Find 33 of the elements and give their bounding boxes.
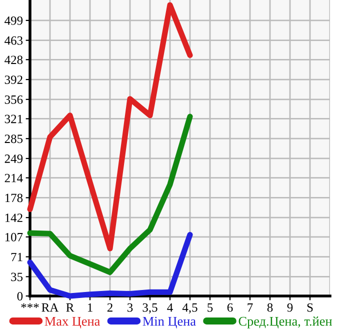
- y-tick-label: 35: [11, 272, 23, 282]
- y-tick-label: 249: [4, 154, 23, 163]
- x-tick-label: 4: [167, 303, 173, 312]
- y-tick-label: 71: [11, 252, 22, 262]
- x-tick-label: 4,5: [182, 303, 198, 314]
- x-tick-label: S: [307, 303, 313, 312]
- x-tick-label: 8: [267, 303, 273, 312]
- x-tick-label: 1: [88, 303, 92, 312]
- x-tick-label: 7: [248, 303, 253, 312]
- y-tick-label: 285: [4, 134, 23, 144]
- y-tick-label: 142: [5, 214, 22, 222]
- y-tick-label: 356: [4, 95, 23, 104]
- x-tick-label: 5: [208, 303, 213, 312]
- y-tick-label: 321: [4, 114, 22, 124]
- x-tick-label: R: [66, 303, 74, 312]
- y-tick-label: 107: [5, 232, 23, 242]
- x-tick-label: 3,5: [142, 303, 158, 314]
- legend-label: Min Цена: [142, 316, 196, 328]
- x-tick-label: 9: [287, 303, 293, 312]
- x-tick-label: ***: [21, 303, 39, 308]
- y-tick-label: 463: [4, 36, 23, 45]
- x-tick-label: 3: [127, 303, 133, 312]
- legend-label: Max Цена: [44, 316, 100, 328]
- y-tick-label: 392: [4, 76, 22, 84]
- y-tick-label: 499: [4, 16, 23, 25]
- y-tick-label: 0: [17, 292, 23, 300]
- x-tick-label: 2: [107, 303, 112, 312]
- x-tick-label: RA: [42, 303, 59, 312]
- legend-label: Сред.Цена, т.йен: [238, 316, 332, 328]
- y-tick-label: 214: [4, 174, 23, 182]
- y-tick-label: 178: [5, 194, 23, 202]
- y-tick-label: 428: [4, 56, 23, 64]
- x-tick-label: 6: [227, 303, 233, 312]
